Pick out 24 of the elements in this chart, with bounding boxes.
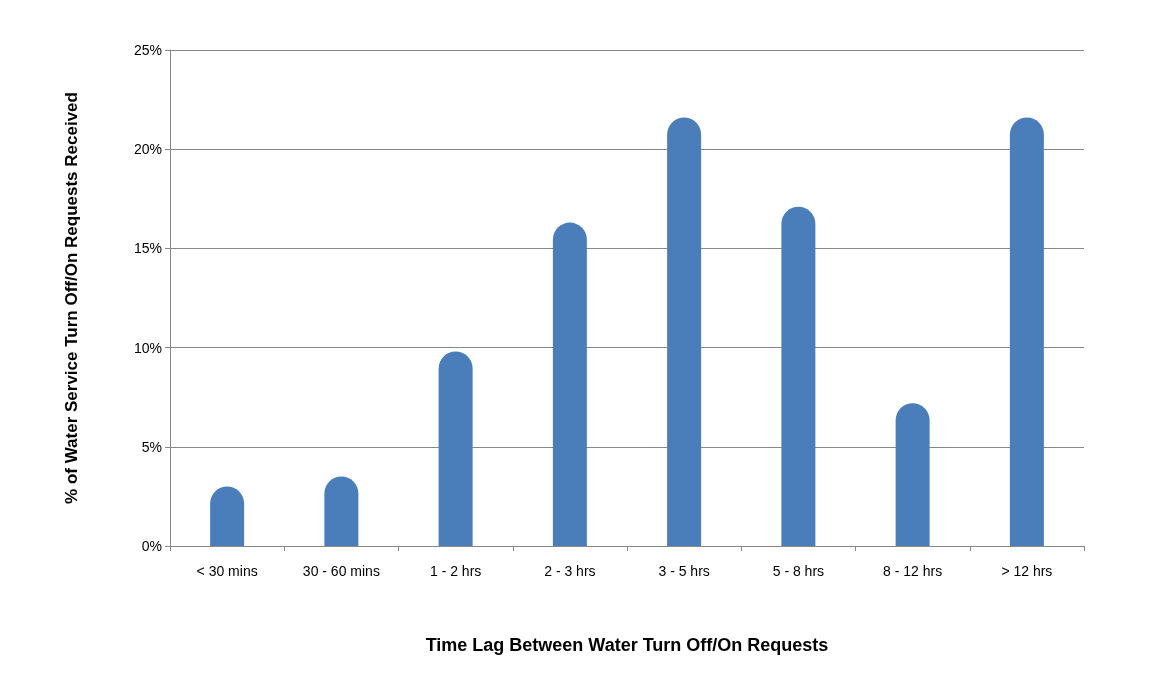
- bar: [667, 117, 702, 546]
- y-tick-label: 10%: [133, 339, 162, 356]
- y-tick-label: 0%: [141, 538, 162, 554]
- x-tick-label: < 30 mins: [196, 563, 258, 579]
- bar: [895, 403, 930, 546]
- bar: [438, 351, 473, 546]
- x-tick-label: 30 - 60 mins: [302, 563, 380, 579]
- x-tick-label: 2 - 3 hrs: [544, 563, 596, 579]
- y-tick-label: 15%: [133, 240, 162, 257]
- x-tick-label: > 12 hrs: [1001, 563, 1053, 579]
- bar: [210, 486, 245, 546]
- x-tick-label: 8 - 12 hrs: [883, 563, 943, 579]
- x-tick-label: 1 - 2 hrs: [429, 563, 482, 579]
- y-axis-title: % of Water Service Turn Off/On Requests Received: [62, 92, 81, 504]
- y-tick-label: 5%: [141, 438, 162, 455]
- bar: [781, 206, 816, 546]
- x-tick-label: 5 - 8 hrs: [772, 563, 825, 579]
- y-tick-label: 25%: [133, 42, 162, 58]
- x-axis-title: Time Lag Between Water Turn Off/On Requests: [425, 635, 829, 655]
- bar: [1009, 117, 1044, 546]
- bar: [552, 222, 587, 546]
- y-tick-label: 20%: [133, 141, 162, 158]
- x-tick-label: 3 - 5 hrs: [658, 563, 710, 579]
- bar: [324, 476, 359, 546]
